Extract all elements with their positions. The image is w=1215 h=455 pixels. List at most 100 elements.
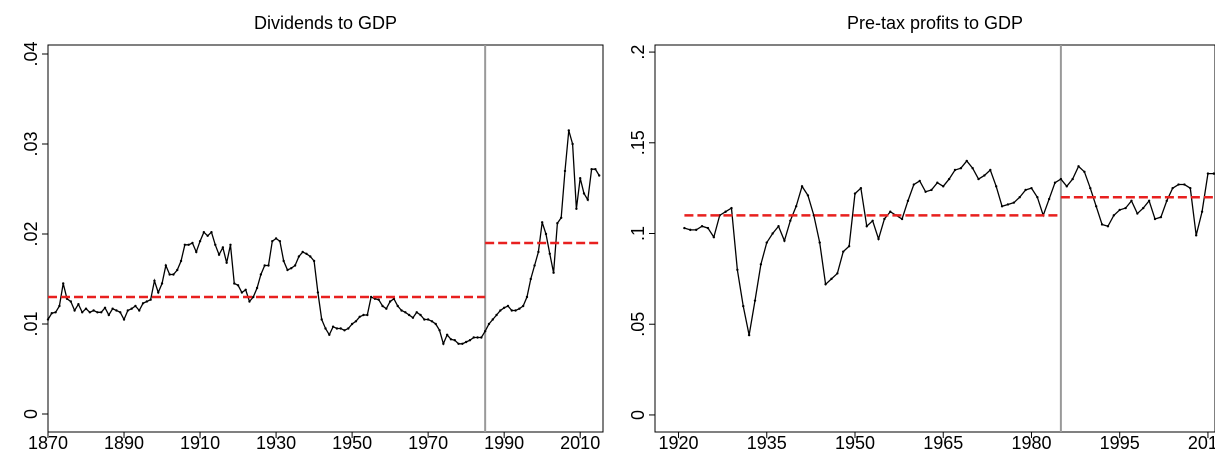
data-point — [586, 198, 589, 201]
data-point — [742, 304, 745, 308]
data-point — [385, 307, 388, 310]
data-point — [518, 307, 521, 310]
data-point — [259, 273, 263, 276]
data-point — [1112, 214, 1116, 217]
data-point — [343, 329, 346, 332]
x-tick-label: 1870 — [28, 433, 68, 453]
data-point — [730, 206, 733, 210]
data-point — [544, 232, 548, 236]
y-tick-label: .04 — [21, 41, 41, 66]
x-tick-label: 1970 — [408, 433, 448, 453]
data-point — [73, 309, 76, 312]
x-tick-label: 1910 — [180, 433, 220, 453]
x-tick-label: 2010 — [560, 433, 600, 453]
data-point — [46, 318, 50, 321]
x-tick-label: 1995 — [1100, 433, 1140, 453]
data-point — [290, 267, 293, 270]
data-point — [1189, 186, 1192, 190]
data-point — [328, 333, 331, 336]
data-point — [267, 264, 270, 267]
data-point — [198, 240, 202, 243]
data-point — [706, 226, 710, 230]
data-point — [533, 264, 536, 267]
data-point — [305, 252, 308, 255]
data-point — [1024, 188, 1027, 192]
data-point — [396, 304, 399, 308]
data-point — [689, 228, 692, 232]
data-point — [100, 311, 103, 314]
data-point — [759, 263, 763, 266]
data-point — [248, 300, 251, 303]
data-point — [217, 253, 221, 256]
data-point — [354, 320, 358, 323]
y-tick-label: 0 — [628, 410, 648, 420]
data-point — [736, 268, 739, 271]
data-point — [233, 282, 236, 285]
data-point — [210, 231, 213, 234]
data-point — [187, 243, 190, 246]
data-point — [400, 309, 403, 312]
data-point — [1018, 196, 1021, 199]
data-point — [476, 336, 479, 339]
data-point — [502, 306, 506, 309]
data-point — [971, 166, 974, 170]
y-tick-label: 0 — [21, 409, 41, 419]
data-point — [582, 192, 586, 195]
data-point — [191, 241, 194, 245]
data-point — [339, 327, 342, 330]
data-point — [959, 166, 963, 170]
data-point — [388, 300, 392, 303]
data-point — [548, 252, 551, 255]
data-point — [130, 307, 133, 310]
data-point — [229, 243, 232, 246]
data-point — [62, 282, 65, 285]
data-point — [977, 177, 980, 181]
plot-frame — [654, 44, 1215, 433]
data-point — [918, 179, 921, 183]
data-point — [438, 329, 441, 332]
data-point — [1059, 177, 1063, 181]
plot-frame — [47, 44, 604, 433]
y-tick-label: .2 — [628, 45, 648, 60]
data-point — [1212, 172, 1215, 175]
data-point — [88, 311, 92, 314]
x-tick-label: 2010 — [1188, 433, 1215, 453]
data-point — [84, 307, 88, 310]
data-point — [483, 330, 487, 333]
data-point — [119, 311, 122, 314]
data-point — [252, 295, 255, 299]
y-tick-label: .01 — [21, 311, 41, 336]
data-point — [1100, 223, 1104, 226]
data-point — [1012, 201, 1016, 204]
x-tick-label: 1935 — [747, 433, 787, 453]
data-point — [1153, 217, 1157, 221]
data-point — [449, 338, 453, 341]
data-point — [149, 298, 152, 301]
data-point — [883, 217, 886, 221]
data-point — [316, 291, 320, 294]
data-point — [50, 312, 54, 315]
data-point — [783, 239, 786, 242]
data-point — [103, 306, 107, 309]
data-point — [176, 268, 179, 272]
data-point — [1030, 186, 1033, 190]
data-point — [69, 300, 73, 303]
data-point — [255, 286, 259, 290]
data-point — [1106, 225, 1110, 228]
data-point — [537, 250, 540, 254]
data-point — [172, 273, 175, 276]
data-point — [236, 284, 240, 287]
data-point — [1124, 206, 1127, 210]
data-point — [930, 188, 933, 192]
data-point — [989, 168, 992, 172]
data-point — [765, 241, 768, 244]
x-tick-label: 1890 — [104, 433, 144, 453]
data-point — [806, 194, 810, 197]
data-point — [107, 313, 111, 317]
data-point — [1147, 199, 1151, 203]
data-point — [381, 304, 384, 308]
data-point — [480, 336, 483, 339]
data-point — [442, 342, 445, 345]
data-point — [407, 313, 411, 317]
data-point — [221, 246, 225, 249]
